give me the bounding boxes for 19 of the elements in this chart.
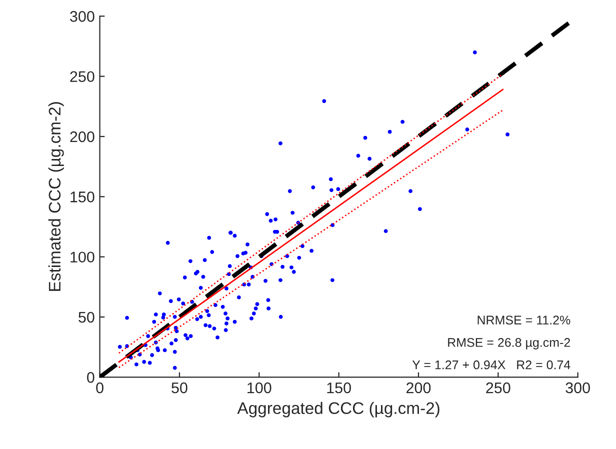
y-axis-title: Estimated CCC (µg.cm-2) — [48, 102, 64, 291]
x-tick-label: 250 — [486, 382, 510, 394]
x-tick-label: 100 — [248, 382, 272, 394]
x-tick-label: 200 — [406, 382, 431, 394]
annotation: NRMSE = 11.2% — [478, 316, 570, 325]
x-axis-title: Aggregated CCC (µg.cm-2) — [237, 402, 440, 418]
y-tick-label: 150 — [70, 192, 94, 202]
y-tick-label: 50 — [78, 312, 94, 323]
x-tick-label: 300 — [566, 382, 590, 394]
annotation: RMSE = 26.8 µg.cm-2 — [448, 338, 570, 350]
y-tick-label: 100 — [70, 252, 94, 263]
y-tick-label: 300 — [70, 11, 94, 22]
x-tick-label: 150 — [327, 382, 351, 394]
x-tick-label: 50 — [172, 382, 188, 394]
y-tick-label: 0 — [87, 372, 94, 383]
y-tick-label: 200 — [70, 131, 94, 142]
y-tick-label: 250 — [70, 71, 94, 82]
x-tick-label: 0 — [96, 382, 104, 394]
annotation: Y = 1.27 + 0.94X R2 = 0.74 — [412, 360, 570, 370]
